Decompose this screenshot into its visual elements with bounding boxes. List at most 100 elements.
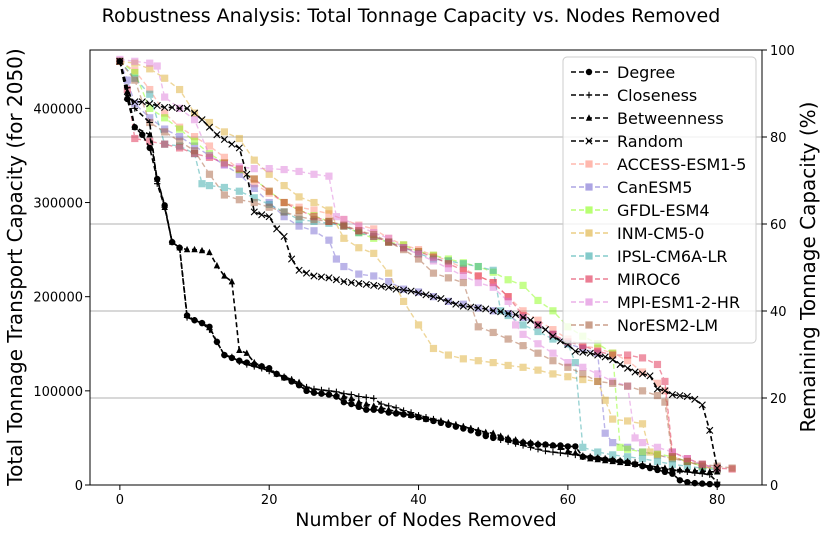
data-point — [310, 213, 318, 221]
data-point — [429, 269, 438, 277]
data-point — [355, 227, 363, 235]
data-point — [295, 203, 303, 211]
x-tick-label: 80 — [709, 493, 726, 508]
data-point — [683, 457, 691, 466]
data-point — [557, 449, 564, 457]
data-point — [474, 357, 482, 365]
data-point — [429, 255, 438, 263]
data-point — [206, 248, 213, 256]
data-point — [489, 278, 497, 287]
data-point — [683, 455, 691, 463]
legend-box — [562, 56, 757, 344]
data-point — [414, 255, 423, 263]
data-point — [624, 357, 632, 365]
data-point — [355, 221, 363, 229]
data-point — [676, 391, 684, 400]
legend-entry — [571, 160, 608, 168]
data-point — [519, 330, 527, 338]
y-axis-label: Total Tonnage Transport Capacity (for 20… — [3, 48, 27, 486]
data-point — [370, 230, 378, 239]
data-point — [399, 244, 408, 252]
data-point — [265, 198, 273, 207]
legend-entry — [571, 114, 608, 121]
data-point — [571, 358, 579, 367]
data-point — [653, 451, 662, 459]
data-point — [653, 443, 662, 451]
legend-entry — [571, 206, 608, 214]
data-point — [684, 466, 691, 473]
data-point — [191, 245, 198, 253]
data-point — [646, 448, 654, 456]
data-point — [624, 443, 632, 451]
data-point — [594, 370, 602, 378]
data-point — [585, 183, 593, 191]
y-tick-label: 400000 — [33, 102, 83, 117]
data-point — [549, 326, 557, 334]
data-point — [653, 450, 662, 458]
data-point — [131, 105, 138, 112]
data-point — [638, 420, 647, 428]
y-tick-label: 0 — [75, 479, 83, 494]
data-point — [131, 123, 138, 130]
data-point — [206, 326, 213, 333]
data-point — [646, 372, 654, 380]
data-point — [325, 274, 333, 282]
data-point — [295, 222, 303, 230]
data-point — [295, 206, 303, 214]
data-point — [594, 448, 602, 456]
data-point — [459, 264, 467, 273]
data-point — [347, 278, 355, 287]
data-point — [474, 304, 482, 312]
data-point — [198, 180, 206, 188]
legend-entry — [571, 275, 608, 283]
data-point — [176, 104, 184, 112]
data-point — [370, 234, 378, 242]
data-point — [572, 443, 579, 450]
data-point — [348, 394, 355, 402]
data-point — [190, 116, 199, 124]
data-point — [175, 137, 184, 145]
data-point — [616, 443, 624, 451]
data-point — [325, 219, 333, 227]
data-point — [340, 234, 348, 242]
y-tick-label: 100000 — [33, 385, 83, 400]
data-point — [534, 349, 542, 357]
data-point — [459, 278, 467, 287]
data-point — [594, 377, 602, 386]
y2-tick-label: 0 — [770, 479, 778, 494]
data-point — [585, 137, 593, 145]
series-line — [119, 60, 718, 470]
data-point — [414, 246, 423, 254]
legend-label: NorESM2-LM — [617, 316, 718, 335]
data-point — [638, 448, 647, 456]
y2-tick-label: 20 — [770, 392, 787, 407]
data-point — [467, 424, 474, 432]
data-point — [444, 297, 452, 305]
data-point — [235, 144, 243, 152]
data-point — [265, 213, 273, 221]
data-point — [280, 213, 288, 221]
data-point — [265, 170, 273, 178]
data-point — [624, 445, 632, 453]
data-point — [512, 436, 519, 443]
data-point — [355, 270, 363, 278]
data-point — [280, 208, 288, 216]
data-point — [355, 398, 362, 405]
data-point — [459, 272, 467, 280]
data-point — [638, 370, 647, 378]
data-point — [273, 225, 281, 233]
data-point — [123, 93, 131, 101]
data-point — [668, 453, 677, 461]
data-point — [624, 382, 632, 390]
data-point — [355, 222, 363, 230]
data-point — [668, 448, 677, 456]
data-point — [444, 274, 453, 282]
data-point — [585, 206, 593, 214]
data-point — [370, 232, 378, 241]
data-point — [534, 316, 542, 324]
data-point — [474, 272, 482, 280]
data-point — [624, 417, 632, 425]
data-point — [585, 91, 593, 99]
data-point — [414, 321, 423, 329]
data-point — [609, 457, 616, 465]
